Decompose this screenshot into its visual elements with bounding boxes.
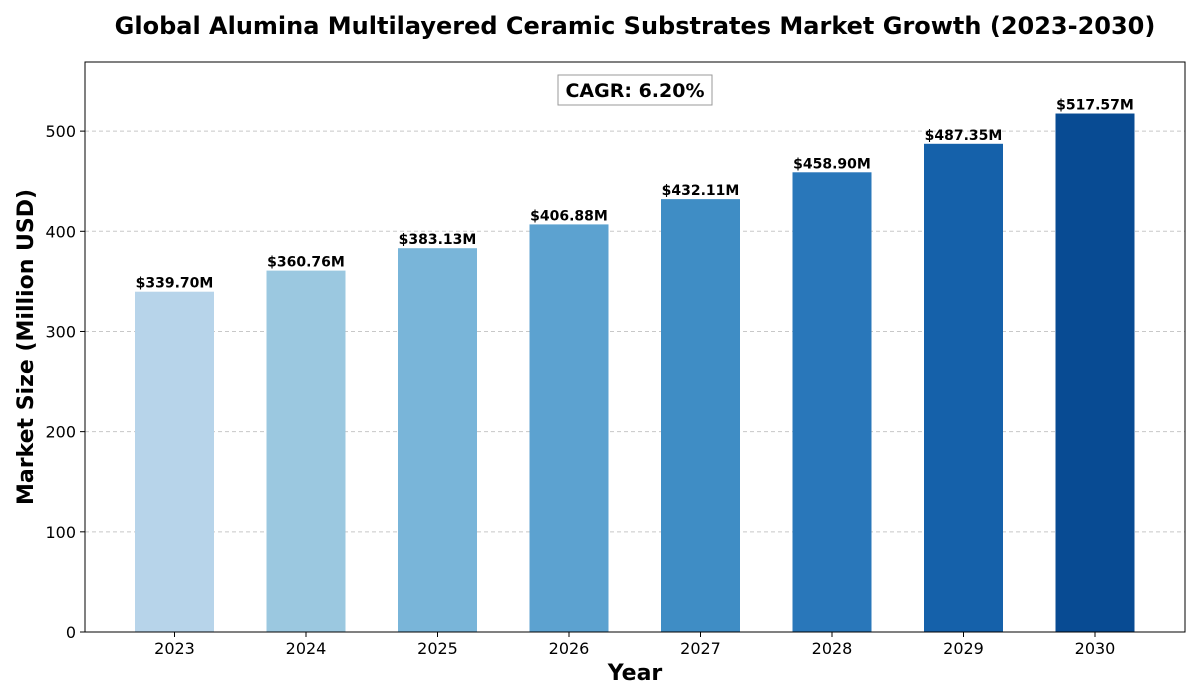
x-axis-title: Year — [607, 661, 663, 686]
x-tick-label: 2025 — [417, 639, 458, 658]
y-axis-title: Market Size (Million USD) — [14, 189, 39, 505]
cagr-annotation: CAGR: 6.20% — [557, 74, 713, 106]
bar-2027 — [661, 199, 740, 632]
y-tick-label: 100 — [45, 523, 76, 542]
x-axis-ticks: 2023 2024 2025 2026 2027 2028 2029 2030 — [154, 632, 1115, 658]
bar-2023 — [135, 291, 214, 632]
y-tick-label: 300 — [45, 322, 76, 341]
cagr-box — [557, 74, 713, 106]
data-label-2023: $339.70M — [136, 276, 214, 292]
bars — [135, 113, 1135, 633]
data-label-2027: $432.11M — [662, 183, 740, 199]
y-axis-ticks: 0 100 200 300 400 500 — [45, 122, 85, 642]
data-label-2030: $517.57M — [1056, 98, 1134, 114]
x-tick-label: 2023 — [154, 639, 195, 658]
bar-2024 — [266, 270, 346, 632]
bar-2025 — [398, 248, 477, 632]
data-label-2026: $406.88M — [530, 208, 608, 224]
x-tick-label: 2030 — [1075, 639, 1116, 658]
gridlines — [85, 130, 1185, 533]
data-label-2024: $360.76M — [267, 255, 345, 271]
chart-title: Global Alumina Multilayered Ceramic Subs… — [115, 12, 1156, 40]
cagr-label: CAGR: 6.20% — [565, 80, 704, 102]
bar-2030 — [1055, 113, 1135, 632]
x-tick-label: 2027 — [680, 639, 721, 658]
y-tick-label: 200 — [45, 423, 76, 442]
data-label-2025: $383.13M — [399, 232, 477, 248]
x-tick-label: 2024 — [286, 639, 327, 658]
bar-2028 — [792, 172, 872, 632]
y-tick-label: 500 — [45, 122, 76, 141]
x-tick-label: 2029 — [943, 639, 984, 658]
data-label-2028: $458.90M — [793, 156, 871, 172]
y-tick-label: 0 — [66, 623, 76, 642]
data-label-2029: $487.35M — [925, 128, 1003, 144]
x-tick-label: 2028 — [812, 639, 853, 658]
bar-2026 — [529, 224, 609, 633]
plot-frame — [84, 61, 1186, 633]
data-labels: $339.70M $360.76M $383.13M $406.88M $432.11M… — [136, 98, 1134, 292]
bar-2029 — [924, 143, 1003, 632]
x-tick-label: 2026 — [549, 639, 590, 658]
y-tick-label: 400 — [45, 222, 76, 241]
